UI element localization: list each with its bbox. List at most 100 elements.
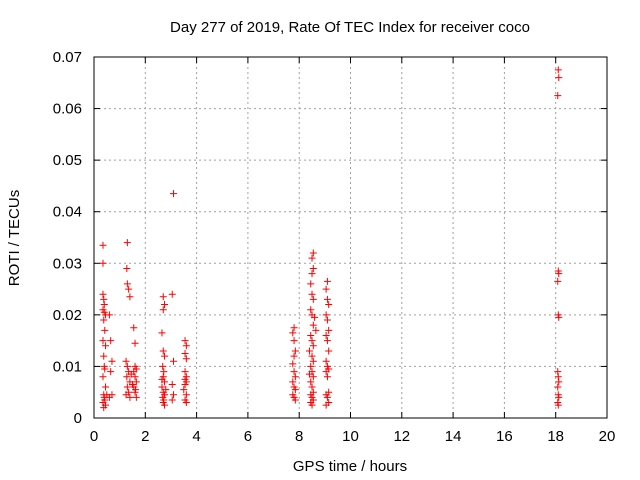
data-point: [181, 380, 189, 388]
data-point: [122, 391, 130, 399]
data-point: [181, 350, 189, 358]
data-point: [323, 295, 331, 303]
data-point: [123, 239, 131, 247]
data-point: [170, 391, 178, 399]
data-point: [305, 347, 313, 355]
data-point: [309, 357, 317, 365]
data-point: [555, 378, 563, 386]
data-point: [170, 357, 178, 365]
data-point: [130, 368, 138, 376]
data-point: [291, 386, 299, 394]
data-point: [132, 386, 140, 394]
data-point: [182, 391, 190, 399]
data-point: [290, 337, 298, 345]
x-tick-label: 8: [295, 428, 303, 445]
data-point: [307, 306, 315, 314]
data-point: [291, 347, 299, 355]
data-point: [181, 368, 189, 376]
data-point: [308, 383, 316, 391]
data-point: [160, 368, 168, 376]
data-point: [122, 357, 130, 365]
data-point: [159, 293, 167, 301]
data-point: [131, 339, 139, 347]
data-point: [99, 259, 107, 267]
data-point: [131, 373, 139, 381]
y-tick-labels: 0 0.01 0.02 0.03 0.04 0.05 0.06 0.07: [53, 49, 82, 427]
data-point: [323, 277, 331, 285]
data-point: [99, 337, 107, 345]
data-point: [289, 360, 297, 368]
y-tick-label: 0.01: [53, 358, 82, 375]
x-tick-label: 18: [547, 428, 564, 445]
data-point: [123, 264, 131, 272]
data-points: [99, 66, 563, 412]
data-point: [181, 337, 189, 345]
data-point: [102, 383, 110, 391]
data-point: [161, 401, 169, 409]
data-point: [101, 326, 109, 334]
data-point: [107, 368, 115, 376]
data-point: [290, 352, 298, 360]
data-point: [323, 337, 331, 345]
y-tick-label: 0.06: [53, 101, 82, 118]
data-point: [168, 380, 176, 388]
y-tick-label: 0.02: [53, 307, 82, 324]
data-point: [554, 368, 562, 376]
data-point: [105, 393, 113, 401]
data-point: [322, 311, 330, 319]
data-point: [168, 290, 176, 298]
data-point: [554, 277, 562, 285]
data-point: [322, 331, 330, 339]
data-point: [126, 293, 134, 301]
data-point: [126, 393, 134, 401]
data-point: [100, 295, 108, 303]
data-point: [308, 270, 316, 278]
data-point: [309, 342, 317, 350]
data-point: [290, 324, 298, 332]
data-point: [305, 370, 313, 378]
data-point: [289, 378, 297, 386]
data-point: [161, 352, 169, 360]
data-point: [309, 295, 317, 303]
x-tick-label: 0: [90, 428, 98, 445]
data-point: [290, 368, 298, 376]
data-point: [182, 342, 190, 350]
data-point: [99, 373, 107, 381]
y-tick-label: 0.07: [53, 49, 82, 66]
data-point: [554, 401, 562, 409]
data-point: [105, 311, 113, 319]
x-tick-label: 12: [393, 428, 410, 445]
data-point: [182, 355, 190, 363]
data-point: [308, 401, 316, 409]
data-point: [161, 301, 169, 309]
data-point: [130, 324, 138, 332]
data-point: [555, 393, 563, 401]
data-point: [323, 373, 331, 381]
data-point: [102, 342, 110, 350]
data-point: [159, 306, 167, 314]
data-point: [325, 347, 333, 355]
data-point: [289, 329, 297, 337]
data-point: [101, 365, 109, 373]
chart-title: Day 277 of 2019, Rate Of TEC Index for r…: [170, 19, 530, 36]
data-point: [307, 378, 315, 386]
data-point: [182, 399, 190, 407]
x-axis-label: GPS time / hours: [293, 458, 407, 475]
data-point: [325, 326, 333, 334]
x-tick-label: 4: [192, 428, 200, 445]
data-point: [308, 254, 316, 262]
data-point: [322, 357, 330, 365]
data-point: [125, 285, 133, 293]
data-point: [554, 66, 562, 74]
data-point: [123, 362, 131, 370]
data-point: [170, 190, 178, 198]
data-point: [308, 352, 316, 360]
data-point: [309, 321, 317, 329]
data-point: [311, 313, 319, 321]
data-point: [307, 280, 315, 288]
data-point: [123, 280, 131, 288]
data-point: [291, 396, 299, 404]
data-point: [100, 301, 108, 309]
data-point: [308, 337, 316, 345]
